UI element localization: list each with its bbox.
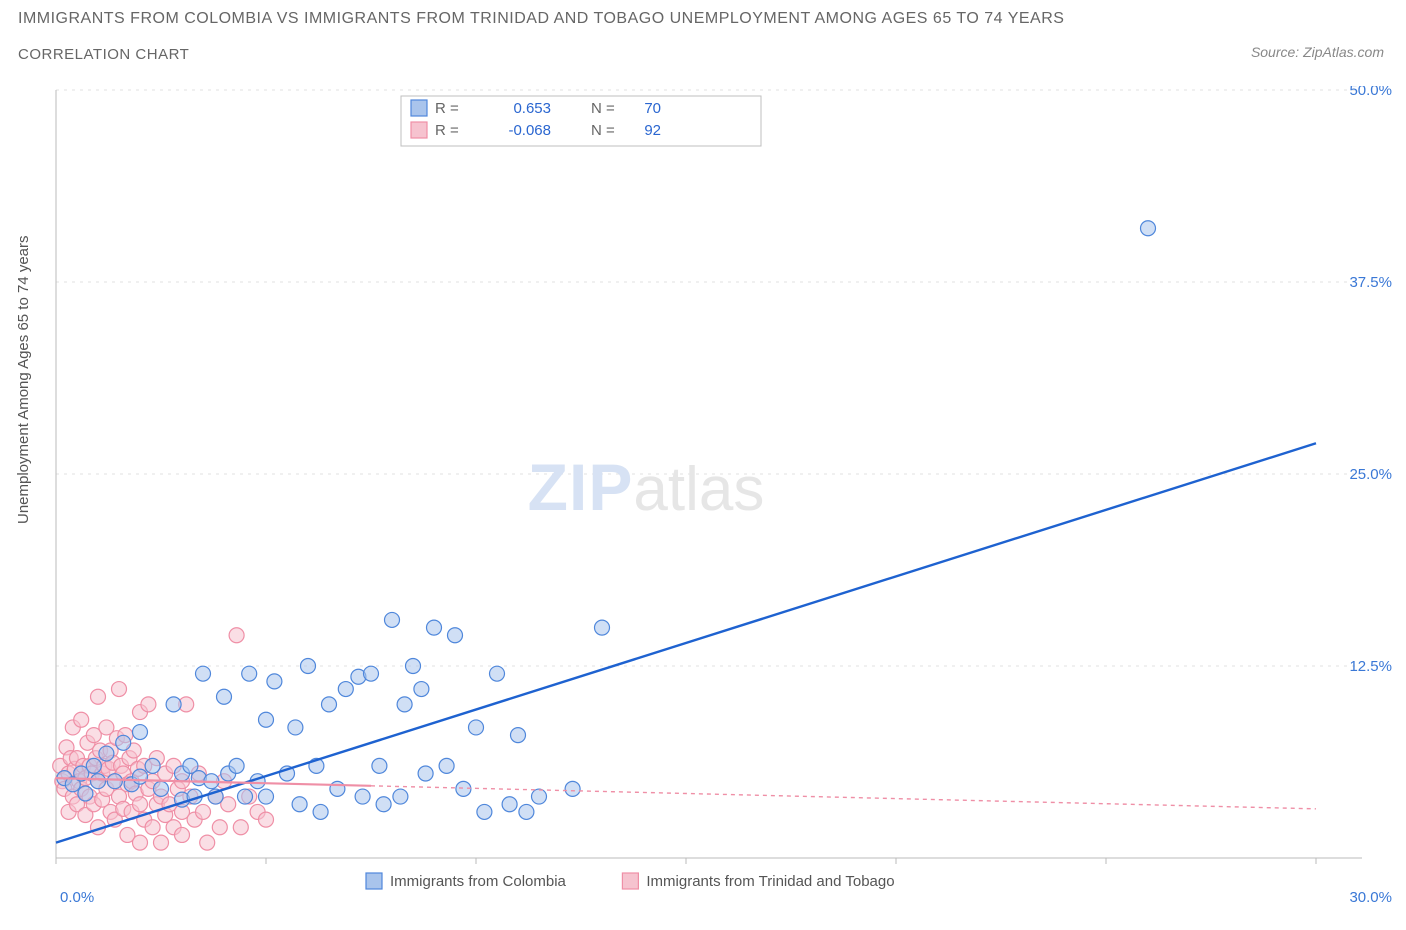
- scatter-point: [1141, 221, 1156, 236]
- scatter-point: [145, 820, 160, 835]
- svg-text:R =: R =: [435, 100, 459, 117]
- scatter-point: [74, 712, 89, 727]
- scatter-point: [376, 797, 391, 812]
- scatter-point: [107, 774, 122, 789]
- scatter-point: [200, 835, 215, 850]
- scatter-point: [116, 735, 131, 750]
- scatter-point: [141, 697, 156, 712]
- legend-label: Immigrants from Trinidad and Tobago: [646, 873, 894, 890]
- scatter-point: [490, 666, 505, 681]
- scatter-point: [91, 774, 106, 789]
- stats-legend: R = 0.653 N = 70 R = -0.068 N = 92: [401, 96, 761, 146]
- scatter-point: [154, 835, 169, 850]
- svg-text:ZIPatlas: ZIPatlas: [528, 450, 765, 524]
- scatter-point: [448, 628, 463, 643]
- scatter-point: [133, 725, 148, 740]
- scatter-point: [372, 758, 387, 773]
- scatter-point: [414, 682, 429, 697]
- scatter-point: [112, 682, 127, 697]
- scatter-point: [418, 766, 433, 781]
- scatter-point: [267, 674, 282, 689]
- scatter-point: [133, 835, 148, 850]
- scatter-point: [166, 697, 181, 712]
- scatter-point: [229, 758, 244, 773]
- scatter-point: [477, 804, 492, 819]
- scatter-point: [196, 804, 211, 819]
- scatter-point: [322, 697, 337, 712]
- chart-title: IMMIGRANTS FROM COLOMBIA VS IMMIGRANTS F…: [18, 10, 1064, 27]
- legend-swatch: [411, 100, 427, 116]
- y-tick-label: 50.0%: [1349, 86, 1392, 99]
- chart-area: ZIPatlas 12.5% 25.0% 37.5% 50.0% 0.0% 30.0% Une…: [0, 86, 1406, 930]
- scatter-point: [393, 789, 408, 804]
- scatter-point: [133, 797, 148, 812]
- source-label: Source: ZipAtlas.com: [1251, 44, 1384, 60]
- scatter-point: [397, 697, 412, 712]
- scatter-point: [288, 720, 303, 735]
- scatter-point: [78, 786, 93, 801]
- scatter-point: [439, 758, 454, 773]
- scatter-point: [99, 746, 114, 761]
- legend-swatch: [411, 122, 427, 138]
- scatter-point: [338, 682, 353, 697]
- scatter-point: [292, 797, 307, 812]
- scatter-point: [469, 720, 484, 735]
- scatter-point: [595, 620, 610, 635]
- scatter-point: [406, 659, 421, 674]
- scatter-point: [242, 666, 257, 681]
- scatter-point: [212, 820, 227, 835]
- scatter-point: [259, 789, 274, 804]
- scatter-point: [154, 781, 169, 796]
- scatter-point: [259, 812, 274, 827]
- scatter-point: [175, 827, 190, 842]
- scatter-point: [133, 769, 148, 784]
- legend-swatch: [366, 873, 382, 889]
- scatter-point: [385, 612, 400, 627]
- scatter-chart: ZIPatlas 12.5% 25.0% 37.5% 50.0% 0.0% 30.0% Une…: [0, 86, 1406, 930]
- legend-label: Immigrants from Colombia: [390, 873, 567, 890]
- svg-text:70: 70: [644, 100, 661, 117]
- x-tick-label: 30.0%: [1349, 889, 1392, 906]
- scatter-point: [565, 781, 580, 796]
- scatter-point: [427, 620, 442, 635]
- scatter-point: [330, 781, 345, 796]
- scatter-point: [364, 666, 379, 681]
- svg-text:R =: R =: [435, 122, 459, 139]
- svg-text:92: 92: [644, 122, 661, 139]
- scatter-point: [259, 712, 274, 727]
- scatter-point: [217, 689, 232, 704]
- x-tick-label: 0.0%: [60, 889, 94, 906]
- scatter-point: [502, 797, 517, 812]
- scatter-point: [519, 804, 534, 819]
- scatter-point: [145, 758, 160, 773]
- svg-text:-0.068: -0.068: [508, 122, 551, 139]
- scatter-point: [532, 789, 547, 804]
- scatter-point: [233, 820, 248, 835]
- chart-subtitle: CORRELATION CHART: [18, 46, 189, 63]
- y-axis-label: Unemployment Among Ages 65 to 74 years: [15, 235, 32, 524]
- y-tick-label: 12.5%: [1349, 658, 1392, 675]
- scatter-point: [301, 659, 316, 674]
- scatter-point: [511, 728, 526, 743]
- scatter-point: [196, 666, 211, 681]
- scatter-point: [229, 628, 244, 643]
- scatter-point: [91, 689, 106, 704]
- y-tick-label: 37.5%: [1349, 274, 1392, 291]
- svg-text:N =: N =: [591, 100, 615, 117]
- svg-text:N =: N =: [591, 122, 615, 139]
- svg-text:0.653: 0.653: [513, 100, 551, 117]
- legend-swatch: [622, 873, 638, 889]
- scatter-point: [355, 789, 370, 804]
- series-legend: Immigrants from Colombia Immigrants from …: [366, 873, 895, 890]
- scatter-point: [238, 789, 253, 804]
- scatter-point: [86, 758, 101, 773]
- scatter-point: [313, 804, 328, 819]
- y-tick-label: 25.0%: [1349, 466, 1392, 483]
